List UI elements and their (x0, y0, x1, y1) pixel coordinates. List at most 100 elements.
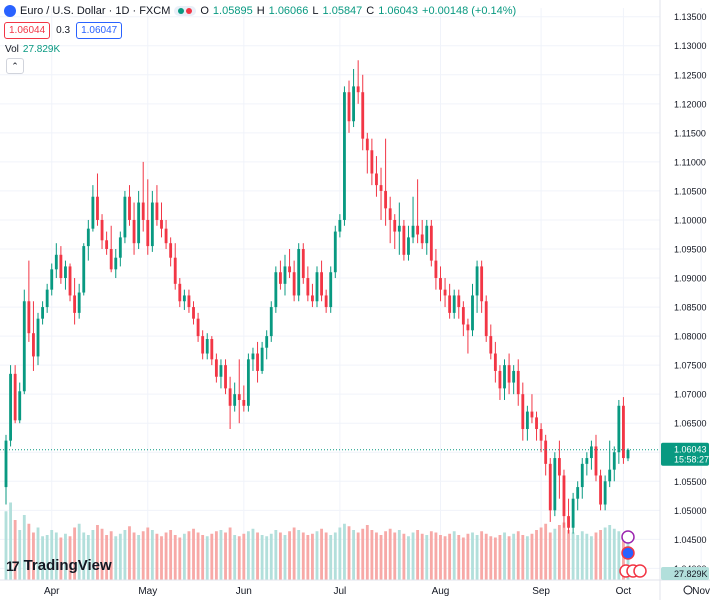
candle-body[interactable] (160, 219, 163, 229)
candle-body[interactable] (384, 190, 388, 209)
candle-body[interactable] (54, 254, 58, 270)
candle-body[interactable] (503, 365, 506, 389)
candle-body[interactable] (283, 266, 287, 284)
candle-body[interactable] (311, 295, 314, 302)
candle-body[interactable] (457, 295, 461, 308)
candle-body[interactable] (352, 86, 356, 122)
candle-body[interactable] (365, 138, 369, 151)
candle-body[interactable] (434, 260, 438, 279)
lightning-icon[interactable] (621, 530, 635, 544)
candle-body[interactable] (557, 458, 561, 476)
candle-body[interactable] (233, 394, 237, 406)
candle-body[interactable] (544, 440, 548, 464)
candle-body[interactable] (585, 458, 589, 464)
candle-body[interactable] (516, 370, 520, 395)
candle-body[interactable] (205, 339, 209, 354)
candle-body[interactable] (105, 240, 109, 249)
candle-body[interactable] (489, 336, 493, 354)
candle-body[interactable] (109, 248, 113, 270)
candle-body[interactable] (132, 219, 136, 244)
candle-body[interactable] (68, 266, 72, 296)
candle-body[interactable] (114, 257, 118, 270)
candle-body[interactable] (196, 318, 200, 337)
candle-body[interactable] (356, 86, 360, 93)
candle-body[interactable] (475, 266, 479, 296)
candle-body[interactable] (228, 388, 232, 406)
candle-body[interactable] (338, 219, 342, 232)
candle-body[interactable] (278, 272, 282, 284)
candle-body[interactable] (297, 248, 301, 296)
candle-body[interactable] (626, 449, 630, 459)
candle-body[interactable] (86, 228, 90, 247)
candle-body[interactable] (237, 394, 241, 400)
candle-body[interactable] (64, 266, 67, 279)
candle-body[interactable] (137, 202, 141, 244)
candle-body[interactable] (118, 237, 122, 258)
candle-body[interactable] (260, 347, 264, 371)
candle-body[interactable] (224, 365, 227, 389)
settings-gear-icon[interactable] (683, 585, 693, 595)
candle-body[interactable] (443, 289, 447, 296)
candle-body[interactable] (571, 498, 575, 528)
candle-body[interactable] (182, 295, 186, 302)
candle-body[interactable] (169, 243, 173, 258)
candle-body[interactable] (448, 295, 452, 313)
candle-body[interactable] (219, 365, 223, 377)
candle-body[interactable] (461, 307, 465, 325)
candle-body[interactable] (164, 228, 168, 244)
ask-button[interactable]: 1.06047 (76, 22, 123, 39)
candle-body[interactable] (13, 373, 17, 421)
candle-body[interactable] (82, 246, 86, 293)
candle-body[interactable] (155, 202, 159, 220)
candle-body[interactable] (553, 458, 557, 511)
candle-body[interactable] (141, 202, 145, 220)
candle-body[interactable] (539, 429, 543, 441)
candle-body[interactable] (512, 370, 516, 383)
candle-body[interactable] (274, 272, 278, 308)
candle-body[interactable] (612, 452, 616, 470)
candle-body[interactable] (535, 417, 538, 430)
candle-body[interactable] (416, 225, 420, 235)
candle-body[interactable] (77, 292, 81, 313)
candle-body[interactable] (370, 150, 374, 174)
candle-body[interactable] (452, 295, 456, 313)
candle-body[interactable] (521, 394, 525, 430)
candle-body[interactable] (9, 373, 12, 441)
candle-body[interactable] (617, 405, 621, 453)
candle-body[interactable] (178, 283, 182, 302)
candle-body[interactable] (269, 307, 273, 337)
candle-body[interactable] (525, 411, 529, 430)
candle-body[interactable] (32, 333, 35, 357)
candle-body[interactable] (576, 487, 580, 499)
candle-body[interactable] (407, 237, 410, 255)
candle-body[interactable] (622, 405, 625, 459)
candle-body[interactable] (548, 463, 552, 511)
candle-body[interactable] (256, 353, 259, 371)
candle-body[interactable] (397, 225, 401, 232)
candle-body[interactable] (329, 272, 333, 308)
candle-body[interactable] (214, 359, 218, 377)
candle-body[interactable] (439, 278, 442, 290)
candle-body[interactable] (246, 359, 250, 406)
candle-body[interactable] (589, 446, 593, 459)
candle-body[interactable] (288, 266, 291, 273)
candle-body[interactable] (530, 411, 534, 418)
candle-body[interactable] (375, 173, 378, 186)
candle-body[interactable] (498, 370, 502, 389)
market-status-icon[interactable] (174, 6, 197, 16)
candle-body[interactable] (411, 225, 415, 238)
candle-body[interactable] (599, 475, 602, 505)
candle-body[interactable] (324, 295, 328, 308)
candle-body[interactable] (420, 234, 424, 244)
candle-body[interactable] (128, 196, 131, 220)
candle-body[interactable] (4, 440, 8, 488)
candle-body[interactable] (96, 196, 99, 220)
candle-body[interactable] (429, 225, 433, 261)
candle-body[interactable] (192, 307, 195, 319)
candle-body[interactable] (567, 516, 570, 528)
candle-body[interactable] (608, 469, 612, 482)
candle-body[interactable] (146, 219, 150, 247)
candle-body[interactable] (91, 196, 95, 229)
tradingview-logo[interactable]: 17 TradingView (6, 557, 112, 574)
